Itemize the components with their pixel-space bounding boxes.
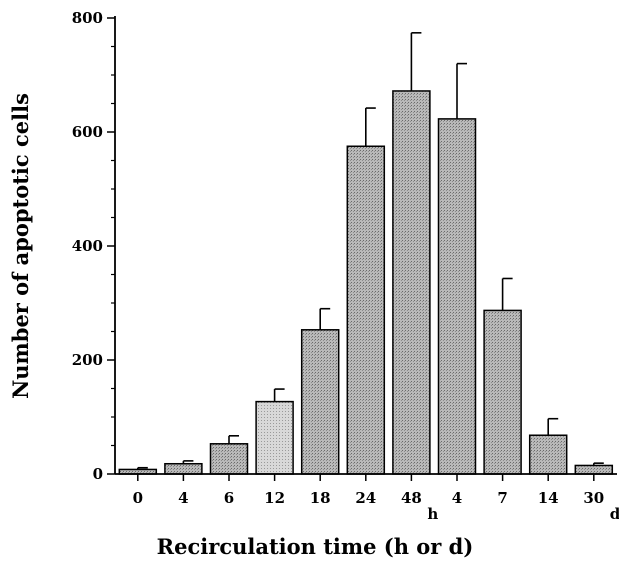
x-unit-label-6: h: [427, 505, 438, 523]
y-tick-label-2: 400: [72, 237, 103, 255]
error-bar-9: [547, 417, 559, 436]
y-tick-label-3: 600: [72, 123, 103, 141]
x-tick-label-3: 12: [264, 489, 285, 507]
x-tick-label-7: 4: [452, 489, 462, 507]
error-bar-3: [273, 388, 285, 402]
error-bar-7: [456, 62, 467, 119]
bar-2: [209, 443, 249, 475]
x-tick-label-2: 6: [224, 489, 234, 507]
x-tick-label-10: 30: [583, 489, 604, 507]
bar-8: [483, 309, 522, 475]
bar-6: [392, 90, 431, 475]
x-tick-label-0: 0: [133, 489, 143, 507]
bar-1: [164, 462, 203, 475]
bar-10: [574, 464, 614, 475]
y-tick-labels: 0 200 400 600 800: [72, 9, 103, 483]
bars: [118, 90, 614, 475]
y-tick-label-1: 200: [72, 351, 103, 369]
bar-4: [300, 329, 340, 475]
error-bar-4: [319, 307, 331, 330]
bar-5: [346, 145, 386, 475]
bar-7: [437, 118, 477, 475]
y-axis-title: Number of apoptotic cells: [8, 93, 33, 399]
bar-9: [528, 434, 568, 475]
x-unit-label-10: d: [610, 505, 619, 523]
bar-3: [255, 400, 294, 475]
x-axis-title: Recirculation time (h or d): [157, 534, 474, 559]
error-bar-5: [364, 107, 376, 147]
x-tick-label-5: 24: [355, 489, 376, 507]
x-tick-label-4: 18: [310, 489, 331, 507]
x-tick-label-8: 7: [497, 489, 507, 507]
error-bars: [137, 32, 604, 470]
error-bar-2: [228, 435, 239, 444]
x-tick-label-9: 14: [538, 489, 559, 507]
error-bar-8: [501, 277, 513, 311]
x-tick-label-1: 4: [178, 489, 188, 507]
y-tick-label-0: 0: [93, 465, 103, 483]
error-bar-6: [410, 32, 422, 91]
y-tick-label-4: 800: [72, 9, 103, 27]
x-tick-label-6: 48: [401, 489, 422, 507]
axes: [107, 16, 617, 481]
